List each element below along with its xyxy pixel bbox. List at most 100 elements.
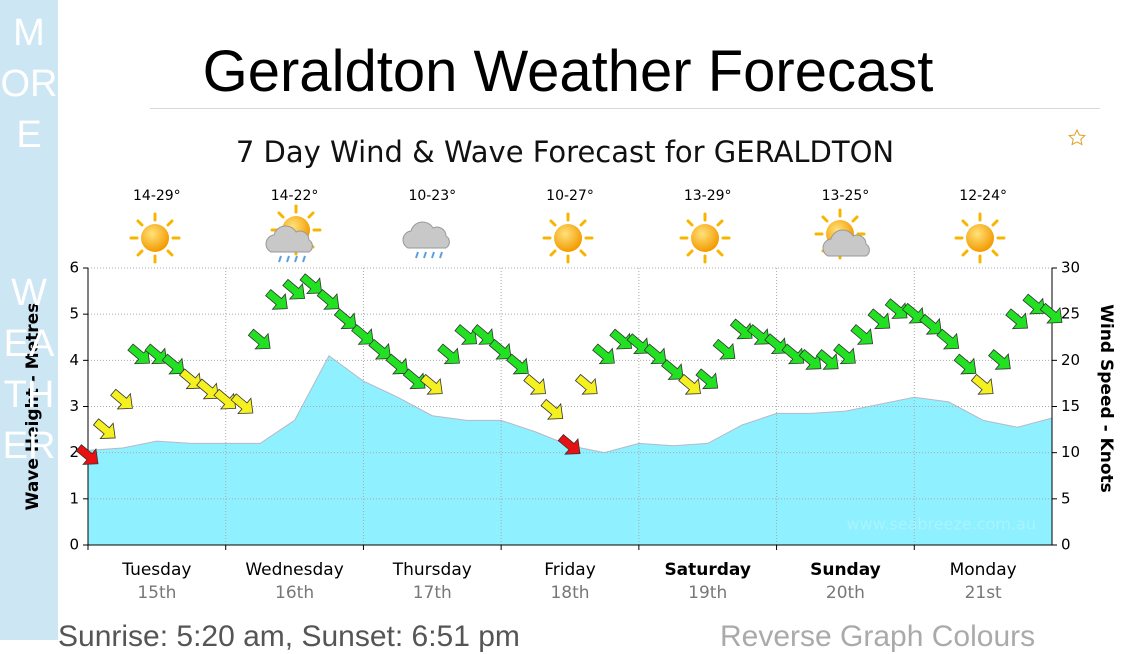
y2-tick-label: 10: [1061, 443, 1080, 461]
y-tick-label: 5: [69, 305, 79, 323]
date-label: 18th: [550, 583, 589, 603]
day-label: Thursday: [392, 560, 472, 580]
wind-arrow: [695, 368, 719, 390]
date-label: 15th: [137, 583, 176, 603]
wind-arrow: [1022, 293, 1046, 315]
y-tick-label: 0: [69, 536, 79, 554]
wind-arrow: [488, 338, 512, 360]
wind-arrow: [592, 343, 615, 365]
wind-arrow: [867, 308, 891, 330]
weather-icon: [954, 212, 1006, 264]
date-label: 19th: [688, 583, 727, 603]
wind-arrow: [901, 302, 925, 324]
day-label: Saturday: [664, 560, 751, 580]
wind-arrow: [282, 278, 305, 300]
wind-arrow: [988, 348, 1011, 370]
wind-arrow: [574, 373, 598, 395]
wind-arrow: [333, 308, 357, 330]
y-tick-label: 4: [69, 351, 79, 369]
wind-arrow: [230, 393, 254, 415]
day-label: Sunday: [810, 560, 881, 580]
wind-arrow: [798, 348, 822, 370]
y2-tick-label: 30: [1061, 259, 1080, 277]
wind-arrow: [764, 333, 787, 355]
weather-icon: [679, 212, 731, 264]
y2-tick-label: 20: [1061, 351, 1080, 369]
divider: [150, 108, 1100, 109]
y-tick-label: 2: [69, 443, 79, 461]
wind-arrow: [161, 353, 185, 375]
wind-arrow: [178, 368, 202, 390]
wind-arrow: [643, 343, 667, 365]
wind-arrow: [144, 343, 168, 365]
wind-arrow: [833, 343, 856, 365]
wind-arrow: [196, 378, 219, 400]
wind-arrow: [299, 273, 323, 295]
watermark: www.seabreeze.com.au: [847, 515, 1036, 534]
weather-icon: [129, 212, 181, 264]
sidebar-word[interactable]: WEATHER: [2, 272, 56, 467]
y2-axis-label: Wind Speed - Knots: [1096, 304, 1116, 493]
day-label: Friday: [544, 560, 596, 580]
weather-icon: [402, 221, 450, 259]
wind-arrow: [850, 324, 874, 345]
wind-arrow: [729, 318, 753, 340]
temperature: 14-29°: [133, 188, 181, 204]
wind-arrow: [1005, 308, 1028, 330]
sidebar-word[interactable]: MORE: [0, 12, 58, 156]
sidebar[interactable]: [0, 0, 58, 640]
wind-arrow: [127, 343, 151, 365]
wind-arrow: [609, 328, 633, 350]
sunrise-sunset: Sunrise: 5:20 am, Sunset: 6:51 pm: [58, 620, 520, 653]
date-label: 20th: [826, 583, 865, 603]
y-tick-label: 1: [69, 489, 79, 507]
wind-arrow: [815, 348, 839, 370]
temperature: 14-22°: [271, 188, 319, 204]
wind-arrow: [454, 324, 478, 345]
y2-tick-label: 25: [1061, 305, 1080, 323]
reverse-colours-link[interactable]: Reverse Graph Colours: [720, 620, 1036, 653]
wind-arrow: [884, 298, 908, 319]
wind-arrow: [265, 288, 288, 310]
wind-arrow: [213, 388, 237, 410]
wind-arrow: [747, 324, 770, 345]
wind-arrow: [92, 418, 116, 439]
y-axis-label: Wave Height - Metres: [23, 303, 43, 511]
temperature: 10-27°: [546, 188, 594, 204]
temperature: 13-25°: [822, 188, 870, 204]
wind-arrow: [540, 398, 564, 420]
weather-icon: [814, 208, 870, 260]
wind-arrow: [385, 353, 409, 375]
temperature: 12-24°: [959, 188, 1007, 204]
wind-arrow: [402, 368, 426, 390]
wind-arrow: [936, 328, 960, 350]
page-title: Geraldton Weather Forecast: [202, 39, 934, 104]
temperature: 13-29°: [684, 188, 732, 204]
y2-tick-label: 0: [1061, 536, 1071, 554]
wind-arrow: [351, 324, 374, 345]
wind-arrow: [953, 353, 977, 375]
wind-arrow: [919, 313, 942, 335]
y2-tick-label: 15: [1061, 397, 1080, 415]
favourite-star[interactable]: [1068, 128, 1086, 146]
wind-arrow: [970, 373, 994, 395]
wind-arrow: [523, 373, 546, 395]
wind-arrow: [712, 338, 736, 360]
wind-arrow: [110, 388, 133, 410]
wind-arrow: [678, 373, 701, 395]
y-tick-label: 6: [69, 259, 79, 277]
date-label: 21st: [965, 583, 1002, 603]
wind-arrow: [75, 444, 99, 465]
wind-arrow: [506, 353, 529, 375]
weather-icon: [542, 212, 594, 264]
wind-arrow: [557, 433, 581, 455]
date-label: 17th: [413, 583, 452, 603]
wind-arrow: [368, 338, 392, 360]
date-label: 16th: [275, 583, 314, 603]
y-tick-label: 3: [69, 397, 79, 415]
y2-tick-label: 5: [1061, 489, 1071, 507]
wind-arrow: [316, 288, 340, 310]
chart: 7 Day Wind & Wave Forecast for GERALDTON…: [23, 128, 1116, 603]
wind-arrow: [781, 343, 805, 365]
